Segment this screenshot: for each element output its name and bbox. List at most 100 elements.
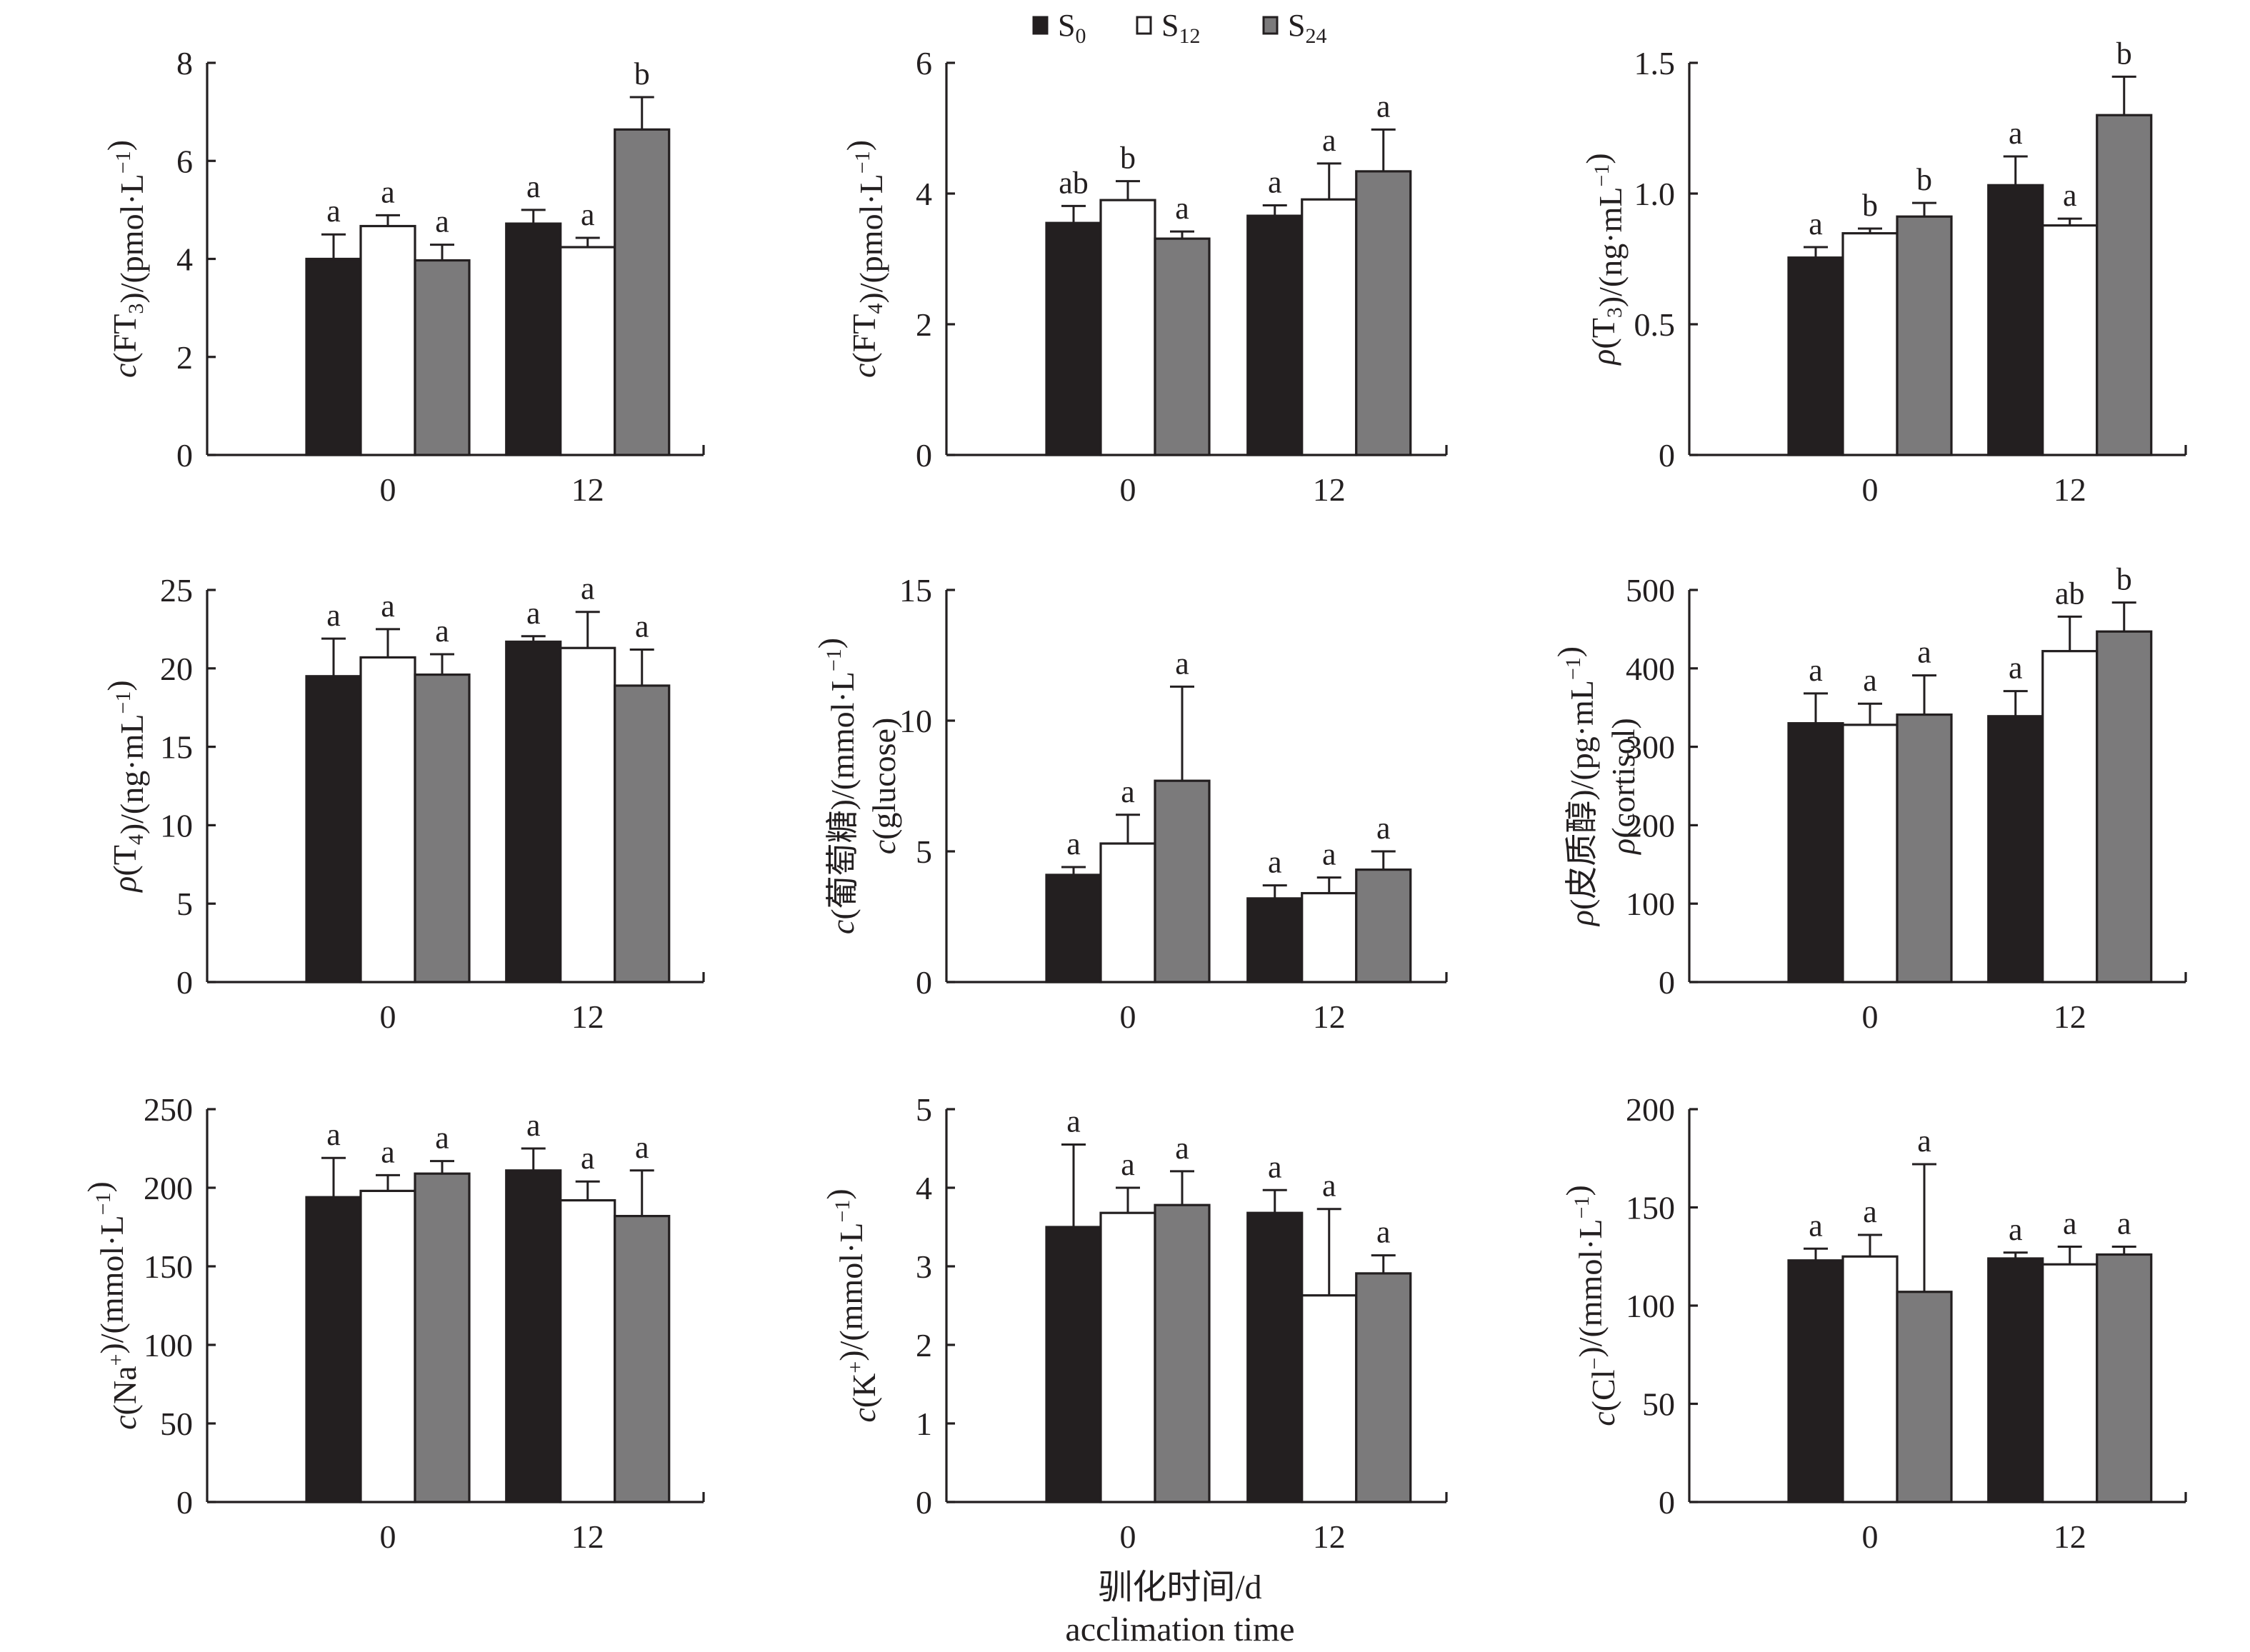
significance-letter: a: [435, 614, 449, 649]
y-tick-label: 200: [144, 1170, 193, 1206]
bar-S24-0: [1896, 1291, 1953, 1503]
y-tick-label: 2: [176, 339, 193, 376]
x-tick-label: 0: [1120, 471, 1136, 508]
x-tick-label: 12: [1313, 1518, 1346, 1555]
significance-letter: a: [526, 169, 541, 204]
bar-S12-12: [1301, 1294, 1358, 1503]
shared-x-label-en: acclimation time: [1065, 1611, 1294, 1648]
significance-letter: b: [2116, 36, 2132, 71]
bar-S0-12: [1987, 715, 2044, 983]
y-tick-label: 500: [1626, 572, 1675, 609]
y-tick-label: 5: [916, 1091, 932, 1128]
x-tick-label: 0: [1862, 471, 1879, 508]
y-tick-label: 250: [144, 1091, 193, 1128]
bar-S24-0: [1154, 1203, 1211, 1503]
bar-S0-12: [505, 640, 562, 983]
y-tick-label: 300: [1626, 729, 1675, 766]
bar-S12-12: [559, 646, 616, 983]
significance-letter: a: [1175, 191, 1189, 226]
significance-letter: a: [435, 1121, 449, 1156]
bar-S12-0: [1099, 842, 1156, 983]
x-tick-label: 12: [571, 998, 604, 1035]
significance-letter: a: [1322, 123, 1336, 158]
y-tick-label: 0: [1659, 437, 1675, 474]
x-tick-label: 0: [380, 998, 396, 1035]
y-tick-label: 100: [144, 1327, 193, 1363]
significance-letter: a: [1322, 1168, 1336, 1203]
x-tick-label: 0: [1120, 998, 1136, 1035]
y-axis-label: ρ(cortisol): [1605, 718, 1641, 856]
legend-label: S12: [1161, 8, 1200, 48]
bar-S24-12: [614, 684, 671, 983]
significance-letter: a: [1863, 1194, 1877, 1229]
bar-S12-12: [1301, 198, 1358, 456]
y-axis-label: c(FT3)/(pmol·L−1): [101, 140, 150, 378]
bar-S0-0: [305, 1196, 362, 1503]
legend-item-S0: S0: [1032, 8, 1086, 48]
significance-letter: ab: [2055, 576, 2085, 611]
significance-letter: a: [381, 1134, 395, 1169]
significance-letter: a: [1917, 1123, 1931, 1158]
y-tick-label: 4: [916, 1170, 932, 1206]
significance-letter: a: [581, 571, 595, 606]
bar-S0-0: [305, 257, 362, 456]
significance-letter: a: [1917, 635, 1931, 670]
panel-ft4: 0 2 4 6 c(FT4)/(pmol·L−1) 0 abb a 12 a a a: [840, 45, 1448, 508]
panel-t3: 0 0.5 1.0 1.5 ρ(T3)/(ng·mL−1) 0 a b b 12 a a b: [1579, 36, 2187, 508]
significance-letter: a: [1066, 1104, 1081, 1139]
bar-S12-0: [1841, 232, 1899, 456]
bar-S0-12: [1246, 214, 1304, 456]
panels: 02468c(FT3)/(pmol·L−1)0aaa12aab0246c(FT4…: [81, 36, 2187, 1555]
significance-letter: a: [381, 174, 395, 209]
y-axis-label: c(葡萄糖)/(mmol·L−1): [811, 638, 861, 934]
bar-S12-0: [1841, 1255, 1899, 1503]
bar-S12-0: [1099, 199, 1156, 456]
y-tick-label: 1.0: [1634, 176, 1676, 212]
significance-letter: a: [2009, 1212, 2023, 1247]
significance-letter: a: [1376, 89, 1391, 124]
bar-S0-0: [1045, 221, 1102, 456]
significance-letter: a: [1066, 826, 1081, 861]
y-tick-label: 0: [916, 964, 932, 1001]
bar-S24-0: [1154, 237, 1211, 456]
significance-letter: ab: [1059, 165, 1089, 200]
y-tick-label: 8: [176, 45, 193, 81]
bar-S24-0: [1896, 215, 1953, 456]
y-tick-label: 15: [899, 572, 932, 609]
significance-letter: a: [326, 1117, 341, 1152]
y-tick-label: 6: [916, 45, 932, 81]
bar-S24-12: [2096, 1253, 2153, 1503]
y-axis-label: c(Na+)/(mmol·L−1): [81, 1181, 143, 1430]
y-tick-label: 0: [176, 437, 193, 474]
significance-letter: a: [1376, 811, 1391, 846]
x-tick-label: 12: [571, 471, 604, 508]
significance-letter: a: [1121, 1147, 1135, 1182]
legend-swatch: [1262, 16, 1279, 35]
bar-S12-0: [1841, 724, 1899, 983]
significance-letter: a: [1175, 646, 1189, 681]
y-tick-label: 50: [160, 1406, 193, 1442]
bar-S12-0: [1099, 1211, 1156, 1503]
significance-letter: a: [1376, 1215, 1391, 1250]
y-axis-label: ρ(皮质醇)/(pg·mL−1): [1551, 646, 1600, 927]
significance-letter: b: [2116, 562, 2132, 597]
significance-letter: a: [1809, 1208, 1823, 1243]
bar-S0-0: [1045, 873, 1102, 983]
x-tick-label: 12: [1313, 998, 1346, 1035]
y-tick-label: 10: [160, 807, 193, 843]
legend-swatch: [1136, 16, 1152, 35]
legend-item-S24: S24: [1262, 8, 1326, 48]
bar-S24-12: [1355, 170, 1412, 456]
significance-letter: a: [2063, 1206, 2077, 1241]
significance-letter: a: [1121, 774, 1135, 809]
bar-S0-0: [305, 675, 362, 983]
y-tick-label: 0: [176, 964, 193, 1001]
bar-S0-0: [1787, 1259, 1844, 1503]
x-tick-label: 0: [380, 471, 396, 508]
legend-item-S12: S12: [1136, 8, 1200, 48]
bar-S0-12: [1987, 184, 2044, 456]
legend-label: S24: [1288, 8, 1326, 48]
y-tick-label: 0: [176, 1484, 193, 1521]
y-axis-label: ρ(T3)/(ng·mL−1): [1579, 153, 1629, 366]
y-tick-label: 15: [160, 729, 193, 766]
